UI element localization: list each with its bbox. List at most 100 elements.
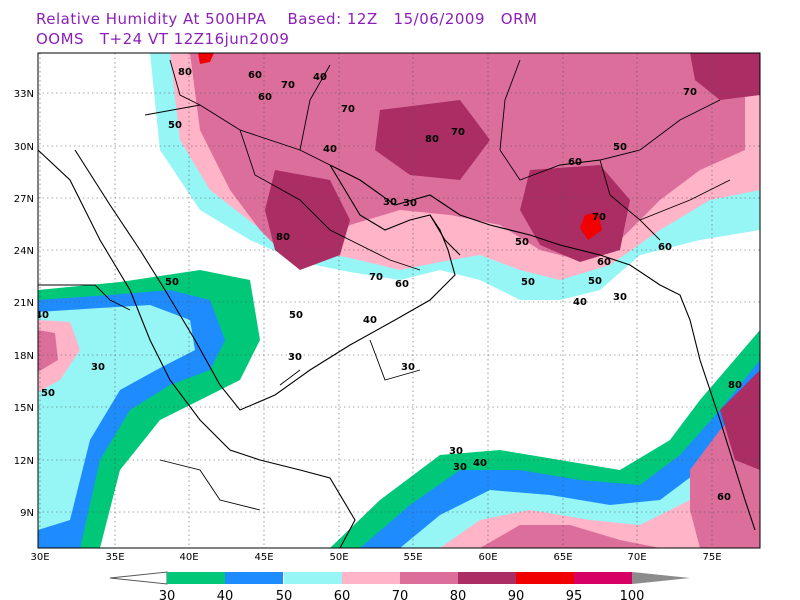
- contour-label: 70: [451, 127, 465, 138]
- contour-label: 50: [588, 276, 602, 287]
- contour-label: 50: [168, 120, 182, 131]
- contour-label: 60: [717, 492, 731, 503]
- contour-label: 40: [323, 144, 337, 155]
- contour-label: 30: [383, 197, 397, 208]
- humidity-region-north-80: [520, 165, 630, 262]
- contour-label: 50: [515, 237, 529, 248]
- legend-swatch: [516, 572, 574, 584]
- contour-label: 50: [521, 277, 535, 288]
- legend-label: 60: [334, 589, 351, 600]
- contour-label: 80: [276, 232, 290, 243]
- longitude-labels: 30E 35E 40E 45E 50E 55E 60E 65E 70E 75E: [30, 552, 721, 563]
- map-frame: [37, 52, 761, 549]
- contour-label: 70: [341, 104, 355, 115]
- longitude-label: 65E: [553, 552, 572, 563]
- contour-label: 70: [683, 87, 697, 98]
- contour-label: 30: [91, 362, 105, 373]
- contour-label: 30: [288, 352, 302, 363]
- contour-label: 30: [401, 362, 415, 373]
- legend-swatch: [458, 572, 516, 584]
- legend-swatch: [400, 572, 458, 584]
- contour-label: 30: [453, 462, 467, 473]
- legend-swatch: [342, 572, 400, 584]
- contour-label: 60: [568, 157, 582, 168]
- legend-swatch: [225, 572, 283, 584]
- legend-label: 100: [620, 589, 645, 600]
- latitude-label: 27N: [14, 194, 34, 205]
- legend-label: 90: [508, 589, 525, 600]
- humidity-region-south-60: [440, 420, 760, 548]
- contour-label: 80: [425, 134, 439, 145]
- longitude-label: 75E: [702, 552, 721, 563]
- contour-label: 80: [178, 67, 192, 78]
- latitude-label: 9N: [20, 508, 34, 519]
- longitude-label: 70E: [627, 552, 646, 563]
- humidity-region-south-80: [720, 370, 760, 470]
- legend-swatch: [574, 572, 632, 584]
- contour-label: 70: [369, 272, 383, 283]
- longitude-label: 30E: [30, 552, 49, 563]
- longitude-label: 35E: [105, 552, 124, 563]
- contour-label: 50: [165, 277, 179, 288]
- contour-label: 60: [658, 242, 672, 253]
- contour-label: 50: [41, 388, 55, 399]
- latitude-label: 18N: [14, 351, 34, 362]
- latitude-labels: 33N 30N 27N 24N 21N 18N 15N 12N 9N: [14, 89, 34, 519]
- contour-label: 70: [281, 80, 295, 91]
- contour-label: 30: [403, 198, 417, 209]
- contour-label: 60: [597, 257, 611, 268]
- contour-label: 30: [449, 446, 463, 457]
- humidity-region-north-90: [198, 53, 214, 64]
- humidity-region-south-70: [480, 525, 660, 548]
- legend-colorbar: [109, 571, 690, 585]
- contour-label: 40: [363, 315, 377, 326]
- contour-label: 80: [728, 380, 742, 391]
- legend-swatch: [167, 572, 225, 584]
- map-title-line1: Relative Humidity At 500HPA Based: 12Z 1…: [36, 10, 538, 28]
- contour-label: 60: [395, 279, 409, 290]
- longitude-label: 45E: [254, 552, 273, 563]
- borders: [38, 59, 731, 511]
- legend-label: 80: [450, 589, 467, 600]
- contour-label: 40: [473, 458, 487, 469]
- contour-label: 40: [313, 72, 327, 83]
- humidity-region-west-70: [38, 330, 58, 372]
- latitude-label: 33N: [14, 89, 34, 100]
- humidity-region-north-80: [265, 170, 350, 270]
- latitude-label: 12N: [14, 456, 34, 467]
- humidity-region-north-90: [580, 212, 602, 240]
- legend-label: 40: [217, 589, 234, 600]
- contour-label: 30: [613, 292, 627, 303]
- legend-low-arrow: [109, 571, 168, 585]
- legend-label: 30: [159, 589, 176, 600]
- contour-label: 40: [573, 297, 587, 308]
- contour-label: 50: [613, 142, 627, 153]
- coastlines: [38, 149, 756, 548]
- contour-label: 60: [258, 92, 272, 103]
- legend-labels: 30 40 50 60 70 80 90 95 100: [159, 589, 645, 600]
- contour-label: 60: [248, 70, 262, 81]
- legend-label: 95: [566, 589, 583, 600]
- contour-label: 40: [35, 310, 49, 321]
- latitude-label: 15N: [14, 403, 34, 414]
- humidity-fields: [38, 53, 760, 548]
- humidity-region-north-80: [690, 53, 760, 100]
- longitude-label: 60E: [478, 552, 497, 563]
- longitude-label: 50E: [329, 552, 348, 563]
- legend-label: 50: [276, 589, 293, 600]
- latitude-label: 30N: [14, 142, 34, 153]
- humidity-region-south-50: [400, 395, 760, 548]
- longitude-label: 40E: [179, 552, 198, 563]
- humidity-region-north-80: [375, 100, 490, 180]
- graticule: [38, 53, 760, 548]
- legend-label: 70: [392, 589, 409, 600]
- contour-label: 70: [592, 212, 606, 223]
- legend-high-arrow: [632, 572, 690, 584]
- longitude-label: 55E: [403, 552, 422, 563]
- legend-swatch: [284, 572, 342, 584]
- map-title-line2: OOMS T+24 VT 12Z16jun2009: [36, 30, 290, 48]
- latitude-label: 21N: [14, 298, 34, 309]
